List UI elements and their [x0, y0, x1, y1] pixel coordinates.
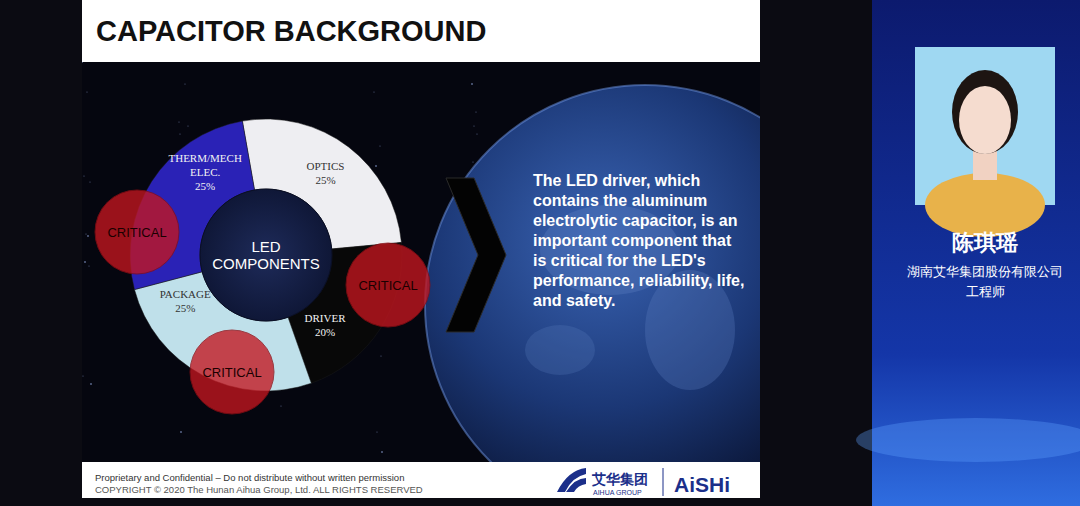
slice-name-line: OPTICS [307, 160, 345, 172]
aihua-logo: 艾华集团 AIHUA GROUP AiSHi [557, 468, 730, 496]
star [180, 431, 182, 433]
globe-rim [425, 85, 760, 462]
slice-name-line: PACKAGE [160, 288, 211, 300]
star [184, 83, 185, 84]
slice-name-line: DRIVER [305, 312, 347, 324]
star [380, 355, 381, 356]
logo-divider [663, 468, 664, 496]
slice-name: OPTICS [307, 160, 345, 172]
slice-name-line: THERM/MECH [168, 152, 241, 164]
star [373, 91, 374, 92]
slide-title: CAPACITOR BACKGROUND [96, 15, 486, 47]
panel-glow [856, 418, 1080, 462]
speaker-company: 湖南艾华集团股份有限公司 [907, 264, 1063, 279]
body-line: contains the aluminum [533, 192, 707, 209]
star [83, 175, 84, 176]
star [90, 383, 92, 385]
critical-label: CRITICAL [107, 225, 166, 240]
slice-value-label: 25% [175, 302, 195, 314]
star [178, 121, 179, 122]
star [473, 125, 474, 126]
star [89, 181, 90, 182]
star [87, 235, 89, 237]
critical-marker [95, 190, 179, 274]
logo-mark [566, 478, 586, 492]
slice-value-label: 20% [315, 326, 335, 338]
star [88, 265, 89, 266]
image-area: LEDCOMPONENTS OPTICS 25% DRIVER 20% PACKAGE 25… [82, 62, 760, 462]
photo-neck [973, 150, 997, 180]
logo-english: AIHUA GROUP [593, 489, 642, 496]
footer-line: Proprietary and Confidential – Do not di… [95, 472, 404, 483]
body-line: The LED driver, which [533, 172, 700, 189]
title-line: COMPONENTS [212, 255, 320, 272]
photo-face [959, 86, 1011, 154]
donut-center-title: LEDCOMPONENTS [212, 238, 320, 272]
star [381, 451, 383, 453]
speaker-role: 工程师 [966, 284, 1005, 299]
body-line: is critical for the LED's [533, 252, 706, 269]
star [179, 133, 180, 134]
critical-label: CRITICAL [202, 365, 261, 380]
star [379, 145, 380, 146]
star [82, 375, 83, 376]
slice-value-label: 25% [315, 174, 335, 186]
body-line: and safety. [533, 292, 615, 309]
speaker-name: 陈琪瑶 [952, 230, 1018, 255]
stage: CAPACITOR BACKGROUND LEDCOMPONENTS OPTICS 2… [0, 0, 1080, 506]
photo-hair [952, 70, 1018, 154]
slice-value-label: 25% [195, 180, 215, 192]
body-text: The LED driver, which contains the alumin… [533, 172, 744, 309]
continent [525, 325, 595, 375]
slice-name: THERM/MECH ELEC. [168, 152, 241, 178]
critical-marker [346, 243, 430, 327]
slice-name: DRIVER [305, 312, 347, 324]
star [475, 111, 476, 112]
slice-name-line: ELEC. [190, 166, 220, 178]
title-line: LED [251, 238, 280, 255]
star [471, 83, 473, 85]
star [472, 161, 473, 162]
body-line: important component that [533, 232, 732, 249]
photo-shoulders [925, 173, 1045, 237]
body-line: performance, reliability, life, [533, 272, 744, 289]
star [375, 165, 377, 167]
body-line: electrolytic capacitor, is an [533, 212, 738, 229]
critical-label: CRITICAL [358, 278, 417, 293]
logo-chinese: 艾华集团 [591, 471, 648, 487]
logo-mark [557, 468, 586, 492]
star [476, 133, 477, 134]
chevron-arrow [446, 178, 506, 332]
star [85, 233, 86, 234]
logo-brand: AiSHi [674, 473, 730, 496]
star [376, 431, 377, 432]
footer-line: COPYRIGHT © 2020 The Hunan Aihua Group, … [95, 484, 423, 495]
star [86, 91, 87, 92]
star [84, 261, 86, 263]
donut-hub [200, 189, 332, 321]
slice-name: PACKAGE [160, 288, 211, 300]
critical-marker [190, 330, 274, 414]
star [280, 405, 281, 406]
star [187, 125, 188, 126]
globe [425, 85, 760, 462]
star [82, 62, 83, 63]
